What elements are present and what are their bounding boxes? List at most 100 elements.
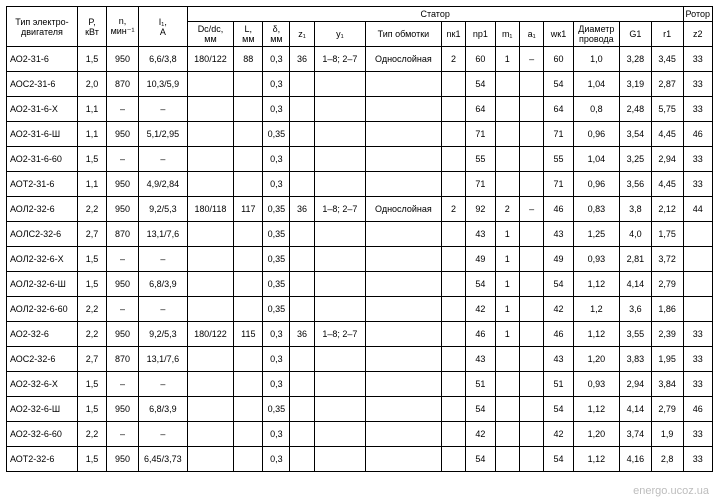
cell-nk1 bbox=[441, 97, 465, 122]
cell-y1 bbox=[314, 222, 365, 247]
cell-wk1: 49 bbox=[544, 247, 573, 272]
cell-r1: 1,75 bbox=[651, 222, 683, 247]
cell-r1: 4,45 bbox=[651, 122, 683, 147]
cell-dc bbox=[187, 397, 233, 422]
cell-y1: 1–8; 2–7 bbox=[314, 322, 365, 347]
cell-y1 bbox=[314, 172, 365, 197]
cell-z1 bbox=[290, 247, 314, 272]
h-diam: Диаметрпровода bbox=[573, 22, 619, 47]
cell-m1: 1 bbox=[495, 322, 519, 347]
cell-z2: 33 bbox=[683, 372, 712, 397]
h-l: L,мм bbox=[234, 22, 263, 47]
table-row: АО2-32-62,29509,2/5,3180/1221150,3361–8;… bbox=[7, 322, 713, 347]
cell-a1: – bbox=[519, 47, 543, 72]
cell-np1: 51 bbox=[466, 372, 495, 397]
cell-diam: 1,12 bbox=[573, 272, 619, 297]
cell-g1: 3,56 bbox=[620, 172, 652, 197]
cell-np1: 60 bbox=[466, 47, 495, 72]
cell-delta: 0,35 bbox=[263, 247, 290, 272]
cell-wk1: 51 bbox=[544, 372, 573, 397]
cell-wk1: 71 bbox=[544, 122, 573, 147]
cell-z2 bbox=[683, 247, 712, 272]
cell-n: 950 bbox=[107, 172, 139, 197]
cell-l bbox=[234, 122, 263, 147]
cell-wk1: 71 bbox=[544, 172, 573, 197]
cell-diam: 0,83 bbox=[573, 197, 619, 222]
cell-dc bbox=[187, 247, 233, 272]
cell-g1: 2,48 bbox=[620, 97, 652, 122]
cell-z1: 36 bbox=[290, 322, 314, 347]
cell-z1 bbox=[290, 447, 314, 472]
cell-g1: 3,54 bbox=[620, 122, 652, 147]
cell-diam: 0,93 bbox=[573, 372, 619, 397]
cell-delta: 0,35 bbox=[263, 297, 290, 322]
cell-dc bbox=[187, 222, 233, 247]
cell-r1: 4,45 bbox=[651, 172, 683, 197]
cell-nk1: 2 bbox=[441, 47, 465, 72]
cell-y1 bbox=[314, 97, 365, 122]
cell-diam: 1,04 bbox=[573, 147, 619, 172]
cell-p: 2,0 bbox=[77, 72, 106, 97]
cell-wind bbox=[366, 422, 442, 447]
cell-z1: 36 bbox=[290, 47, 314, 72]
cell-z1: 36 bbox=[290, 197, 314, 222]
cell-z1 bbox=[290, 72, 314, 97]
cell-motor: АОС2-32-6 bbox=[7, 347, 78, 372]
cell-r1: 3,45 bbox=[651, 47, 683, 72]
cell-p: 1,5 bbox=[77, 397, 106, 422]
cell-wk1: 42 bbox=[544, 297, 573, 322]
cell-dc bbox=[187, 147, 233, 172]
cell-dc: 180/122 bbox=[187, 322, 233, 347]
cell-g1: 4,14 bbox=[620, 272, 652, 297]
cell-l bbox=[234, 247, 263, 272]
cell-wind bbox=[366, 447, 442, 472]
cell-delta: 0,3 bbox=[263, 147, 290, 172]
cell-a1 bbox=[519, 297, 543, 322]
cell-i: 6,45/3,73 bbox=[138, 447, 187, 472]
h-motor: Тип электро-двигателя bbox=[7, 7, 78, 47]
cell-wk1: 60 bbox=[544, 47, 573, 72]
cell-z1 bbox=[290, 347, 314, 372]
cell-dc: 180/122 bbox=[187, 47, 233, 72]
table-row: АО2-32-6-Х1,5––0,351510,932,943,8433 bbox=[7, 372, 713, 397]
cell-nk1 bbox=[441, 122, 465, 147]
cell-np1: 71 bbox=[466, 172, 495, 197]
table-row: АОС2-32-62,787013,1/7,60,343431,203,831,… bbox=[7, 347, 713, 372]
cell-z2 bbox=[683, 222, 712, 247]
cell-a1 bbox=[519, 447, 543, 472]
cell-n: – bbox=[107, 422, 139, 447]
cell-motor: АОЛ2-32-6-Х bbox=[7, 247, 78, 272]
cell-motor: АОЛС2-32-6 bbox=[7, 222, 78, 247]
table-row: АОС2-31-62,087010,3/5,90,354541,043,192,… bbox=[7, 72, 713, 97]
cell-motor: АО2-31-6-Х bbox=[7, 97, 78, 122]
cell-a1 bbox=[519, 172, 543, 197]
h-wk1: wк1 bbox=[544, 22, 573, 47]
cell-y1: 1–8; 2–7 bbox=[314, 47, 365, 72]
cell-r1: 2,12 bbox=[651, 197, 683, 222]
cell-wk1: 55 bbox=[544, 147, 573, 172]
cell-a1 bbox=[519, 372, 543, 397]
h-wind: Тип обмотки bbox=[366, 22, 442, 47]
cell-z1 bbox=[290, 222, 314, 247]
cell-nk1 bbox=[441, 372, 465, 397]
cell-motor: АО2-32-6-Ш bbox=[7, 397, 78, 422]
cell-dc bbox=[187, 422, 233, 447]
cell-l bbox=[234, 172, 263, 197]
cell-r1: 2,87 bbox=[651, 72, 683, 97]
cell-nk1 bbox=[441, 297, 465, 322]
cell-n: 950 bbox=[107, 322, 139, 347]
cell-wk1: 46 bbox=[544, 197, 573, 222]
cell-y1 bbox=[314, 397, 365, 422]
cell-m1: 2 bbox=[495, 197, 519, 222]
motor-data-table: Тип электро-двигателя P,кВт n,мин⁻¹ I₁,А… bbox=[6, 6, 713, 472]
h-z1: z₁ bbox=[290, 22, 314, 47]
cell-y1: 1–8; 2–7 bbox=[314, 197, 365, 222]
cell-m1 bbox=[495, 422, 519, 447]
cell-z1 bbox=[290, 297, 314, 322]
h-z2: z2 bbox=[683, 22, 712, 47]
cell-p: 1,5 bbox=[77, 272, 106, 297]
cell-y1 bbox=[314, 72, 365, 97]
cell-dc bbox=[187, 122, 233, 147]
cell-wk1: 64 bbox=[544, 97, 573, 122]
cell-g1: 2,94 bbox=[620, 372, 652, 397]
